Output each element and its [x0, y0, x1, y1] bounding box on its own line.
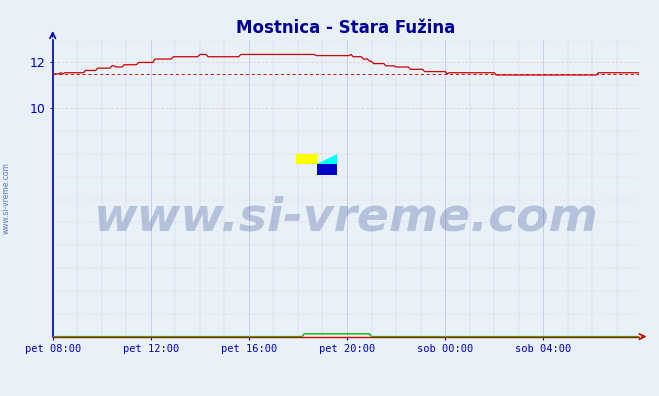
- Title: Mostnica - Stara Fužina: Mostnica - Stara Fužina: [237, 19, 455, 37]
- Text: www.si-vreme.com: www.si-vreme.com: [94, 195, 598, 240]
- Text: www.si-vreme.com: www.si-vreme.com: [2, 162, 11, 234]
- Bar: [296, 154, 316, 164]
- Bar: [316, 164, 337, 175]
- Polygon shape: [316, 154, 337, 164]
